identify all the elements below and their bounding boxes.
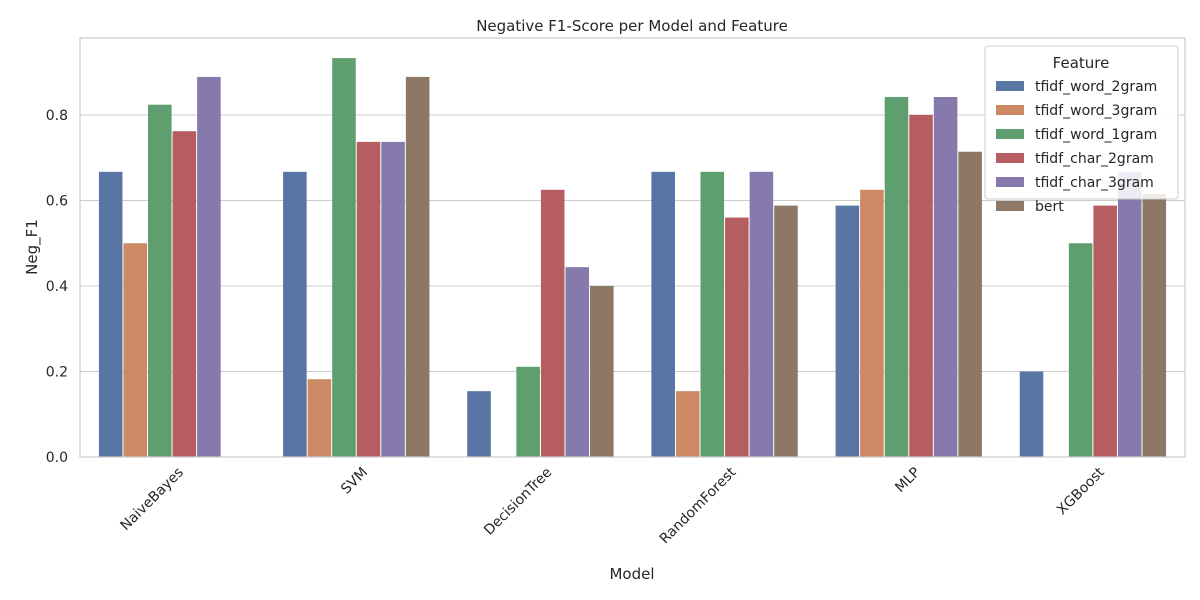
bar bbox=[307, 379, 332, 457]
bar bbox=[148, 104, 172, 457]
bar bbox=[1142, 194, 1167, 457]
bar bbox=[700, 171, 725, 457]
bar bbox=[197, 76, 221, 458]
x-tick-labels: NaiveBayes SVM DecisionTree RandomForest MLP… bbox=[117, 464, 1108, 547]
legend: Feature tfidf_word_2gram tfidf_word_3gram… bbox=[984, 45, 1179, 215]
bar bbox=[98, 171, 123, 457]
x-tick-label: DecisionTree bbox=[481, 465, 555, 539]
x-tick-label: MLP bbox=[892, 465, 923, 496]
legend-label: tfidf_word_2gram bbox=[1035, 79, 1157, 95]
legend-swatch bbox=[996, 201, 1024, 211]
bar bbox=[1068, 243, 1093, 457]
bar bbox=[172, 131, 197, 457]
bar bbox=[565, 267, 590, 457]
bar bbox=[467, 391, 491, 457]
y-tick-label: 0.8 bbox=[46, 108, 68, 124]
legend-swatch bbox=[996, 129, 1024, 139]
legend-swatch bbox=[996, 177, 1024, 187]
bar bbox=[884, 97, 909, 457]
bar bbox=[1019, 371, 1044, 457]
x-tick-label: NaiveBayes bbox=[117, 465, 186, 534]
y-tick-labels: 0.0 0.2 0.4 0.6 0.8 bbox=[46, 108, 68, 466]
plot-frame bbox=[79, 37, 1186, 458]
legend-label: bert bbox=[1035, 199, 1064, 215]
legend-swatch bbox=[996, 81, 1024, 91]
legend-label: tfidf_char_3gram bbox=[1035, 175, 1154, 191]
bar bbox=[651, 171, 675, 457]
y-tick-label: 0.0 bbox=[46, 450, 68, 466]
bar bbox=[283, 171, 307, 457]
bar bbox=[860, 189, 884, 457]
y-axis-label: Neg_F1 bbox=[23, 219, 42, 275]
legend-label: tfidf_word_1gram bbox=[1035, 127, 1157, 143]
legend-items: tfidf_word_2gram tfidf_word_3gram tfidf_wo… bbox=[996, 79, 1157, 215]
bar bbox=[725, 217, 749, 457]
bar bbox=[516, 366, 540, 457]
legend-swatch bbox=[996, 153, 1024, 163]
legend-box bbox=[984, 45, 1179, 200]
bar bbox=[405, 76, 430, 458]
bar bbox=[1093, 205, 1117, 457]
bars-group bbox=[98, 58, 1167, 458]
bar bbox=[749, 171, 774, 457]
bar bbox=[835, 205, 860, 457]
legend-swatch bbox=[996, 105, 1024, 115]
bar bbox=[933, 97, 958, 457]
y-tick-label: 0.2 bbox=[46, 364, 68, 380]
x-tick-label: SVM bbox=[338, 465, 371, 498]
y-tick-label: 0.6 bbox=[46, 193, 68, 209]
legend-title: Feature bbox=[1053, 54, 1110, 72]
bar bbox=[123, 243, 148, 457]
bar bbox=[1117, 171, 1142, 457]
x-axis-label: Model bbox=[609, 565, 654, 583]
legend-label: tfidf_word_3gram bbox=[1035, 103, 1157, 119]
bar bbox=[958, 151, 982, 457]
bar bbox=[774, 205, 798, 457]
bar bbox=[540, 189, 565, 457]
x-tick-label: XGBoost bbox=[1054, 464, 1108, 518]
bar bbox=[356, 141, 381, 457]
chart-title: Negative F1-Score per Model and Feature bbox=[476, 17, 788, 35]
x-tick-label: RandomForest bbox=[657, 464, 740, 547]
bar bbox=[675, 391, 700, 457]
bar bbox=[590, 285, 614, 457]
y-tick-label: 0.4 bbox=[46, 279, 68, 295]
legend-label: tfidf_char_2gram bbox=[1035, 151, 1154, 167]
bar bbox=[909, 114, 933, 458]
bar bbox=[332, 58, 356, 457]
bar bbox=[381, 141, 405, 457]
